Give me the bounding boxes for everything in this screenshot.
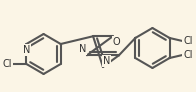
Text: N: N xyxy=(79,44,86,54)
Text: Cl: Cl xyxy=(183,50,193,60)
Text: Cl: Cl xyxy=(183,36,193,46)
Text: N: N xyxy=(23,45,30,55)
Text: N: N xyxy=(103,56,110,66)
Text: O: O xyxy=(113,37,121,47)
Text: Cl: Cl xyxy=(2,59,12,69)
